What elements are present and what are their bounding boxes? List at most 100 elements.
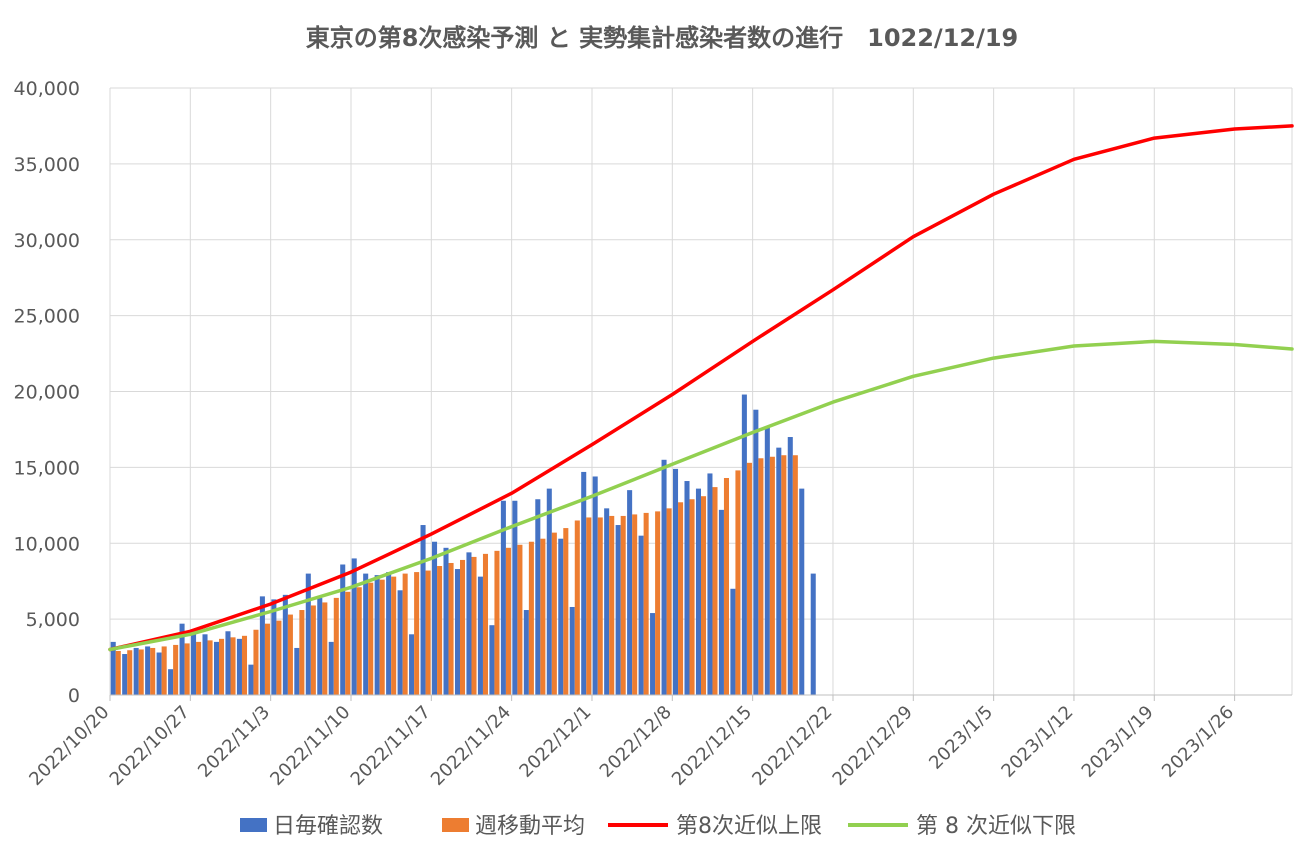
bar-weekly-average: [437, 566, 443, 695]
bar-daily: [500, 500, 506, 695]
bar-daily: [535, 499, 541, 695]
bar-weekly-average: [574, 520, 580, 695]
bar-weekly-average: [769, 456, 775, 695]
bar-daily: [650, 613, 656, 695]
bar-daily: [282, 594, 288, 695]
legend-swatch: [240, 818, 267, 832]
bar-weekly-average: [264, 623, 270, 695]
bar-daily: [672, 468, 679, 695]
bar-daily: [340, 564, 346, 695]
bar-weekly-average: [287, 614, 293, 695]
bar-weekly-average: [184, 643, 190, 695]
bar-daily: [236, 638, 242, 695]
bar-weekly-average: [299, 610, 305, 695]
bar-weekly-average: [356, 587, 362, 695]
series-line-lower: [108, 339, 1294, 652]
bar-daily: [110, 641, 116, 695]
bar-daily: [592, 476, 598, 695]
bar-daily: [604, 508, 610, 695]
bar-daily: [546, 488, 552, 695]
bar-daily: [145, 646, 151, 695]
bar-daily: [420, 525, 426, 695]
bar-weekly-average: [746, 462, 752, 695]
bar-weekly-average: [735, 470, 741, 695]
bar-weekly-average: [758, 458, 764, 695]
bar-weekly-average: [471, 556, 477, 695]
bar-daily: [179, 623, 185, 695]
bar-weekly-average: [482, 553, 489, 695]
bar-daily: [512, 500, 518, 695]
bar-weekly-average: [207, 640, 213, 695]
grid-layer: [109, 87, 1293, 696]
bar-daily: [443, 547, 449, 695]
chart-title: 東京の第8次感染予測 と 実勢集計感染者数の進行 1022/12/19: [306, 24, 1019, 52]
bar-daily: [122, 654, 128, 695]
bar-weekly-average: [345, 591, 351, 695]
bar-daily: [569, 606, 575, 695]
bar-daily: [466, 552, 472, 695]
bar-daily: [753, 409, 759, 695]
bar-weekly-average: [460, 559, 466, 695]
bar-daily: [294, 647, 300, 695]
legend-label: 第8次近似上限: [676, 814, 822, 839]
bar-weekly-average: [712, 487, 718, 695]
bar-daily: [248, 664, 254, 695]
bar-daily: [684, 481, 690, 695]
bar-weekly-average: [632, 514, 638, 695]
y-tick-label: 20,000: [14, 382, 80, 404]
bar-daily: [730, 588, 736, 695]
bar-weekly-average: [448, 562, 454, 695]
bar-daily: [489, 625, 495, 695]
bar-weekly-average: [115, 650, 121, 695]
bar-weekly-average: [678, 502, 684, 695]
x-tick-label: 2022/12/22: [748, 702, 836, 790]
bar-weekly-average: [173, 644, 179, 695]
y-tick-label: 35,000: [14, 154, 80, 176]
x-tick-label: 2022/11/17: [347, 702, 435, 790]
x-tick-label: 2022/12/8: [596, 702, 676, 782]
x-tick-label: 2023/1/26: [1158, 702, 1238, 782]
bar-weekly-average: [150, 647, 156, 695]
y-tick-label: 25,000: [14, 306, 80, 328]
bar-weekly-average: [586, 517, 592, 695]
bar-daily: [799, 488, 805, 695]
x-tick-label: 2023/1/19: [1078, 702, 1158, 782]
bar-daily: [351, 558, 357, 695]
bar-daily: [397, 590, 403, 695]
x-tick-label: 2022/10/27: [106, 702, 194, 790]
bar-daily: [523, 610, 529, 695]
bar-weekly-average: [230, 637, 236, 695]
x-tick-label: 2022/12/15: [668, 702, 756, 790]
bar-daily: [787, 437, 793, 695]
bar-daily: [317, 597, 323, 695]
bar-daily: [328, 641, 334, 695]
bar-daily: [432, 541, 438, 695]
y-tick-label: 5,000: [26, 609, 80, 631]
bar-daily: [305, 573, 311, 695]
bar-weekly-average: [792, 455, 798, 695]
y-tick-label: 30,000: [14, 230, 80, 252]
bar-daily: [764, 426, 770, 695]
bar-daily: [638, 535, 644, 695]
x-tick-label: 2022/11/10: [266, 702, 354, 790]
bar-weekly-average: [689, 499, 695, 695]
x-tick-label: 2023/1/5: [925, 702, 997, 774]
bar-daily: [271, 599, 277, 695]
bar-daily: [615, 525, 621, 695]
x-tick-label: 2022/12/1: [515, 702, 595, 782]
y-tick-label: 15,000: [14, 457, 80, 479]
bar-weekly-average: [528, 541, 534, 695]
bar-daily: [133, 647, 139, 695]
bar-weekly-average: [333, 597, 339, 695]
bar-daily: [202, 634, 208, 695]
bar-weekly-average: [196, 641, 202, 695]
bar-daily: [581, 471, 587, 695]
bar-weekly-average: [597, 517, 603, 695]
bar-weekly-average: [391, 576, 397, 695]
bar-daily: [477, 576, 483, 695]
bar-weekly-average: [241, 635, 248, 695]
bar-daily: [776, 447, 782, 695]
bar-weekly-average: [414, 572, 420, 695]
chart-legend: 日毎確認数 週移動平均 第8次近似上限 第 8 次近似下限: [240, 814, 1076, 839]
